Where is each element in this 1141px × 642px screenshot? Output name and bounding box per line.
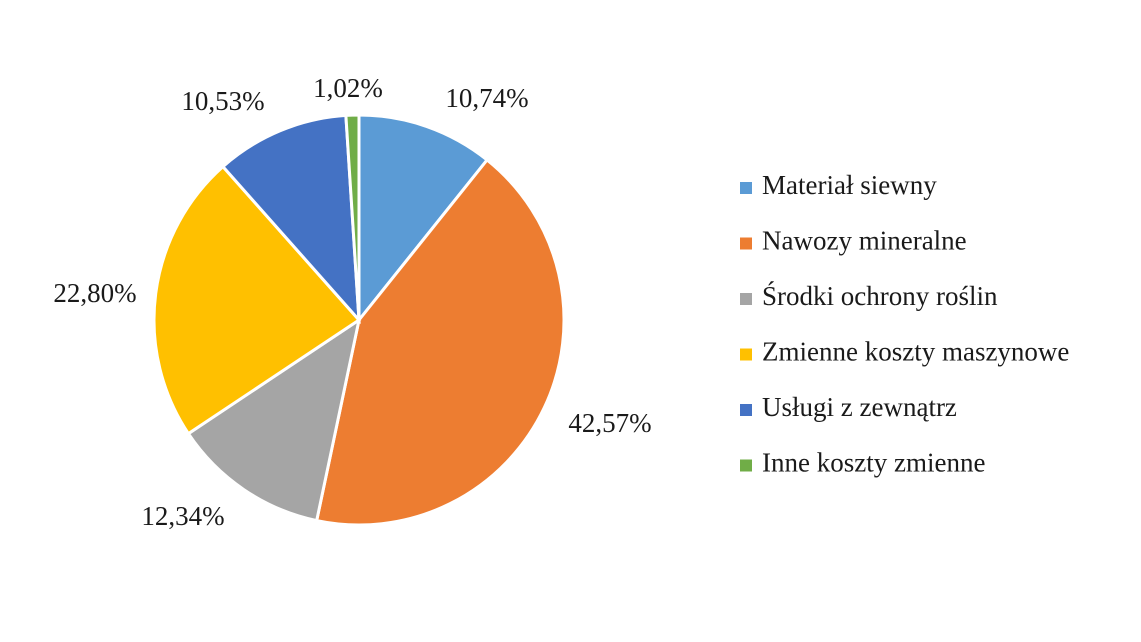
pie-slice-3: [186, 316, 362, 523]
data-label-4: 22,80%: [53, 278, 136, 308]
legend-swatch-5: [740, 404, 752, 416]
legend-swatch-2: [740, 237, 752, 250]
legend-label-6: Inne koszty zmienne: [762, 448, 985, 478]
pie-slice-1: [357, 113, 490, 325]
data-label-2: 42,57%: [568, 408, 651, 438]
legend-swatch-4: [740, 348, 752, 361]
pie-slices: [152, 113, 566, 527]
data-label-5: 10,53%: [181, 86, 264, 116]
data-labels: 10,74% 42,57% 12,34% 22,80% 10,53% 1,02%: [53, 73, 651, 531]
legend-swatch-3: [740, 293, 752, 305]
pie-slice-2: [314, 157, 566, 527]
legend-swatch-1: [740, 182, 752, 194]
pie-slice-6: [344, 113, 361, 321]
legend-label-4: Zmienne koszty maszynowe: [762, 337, 1069, 367]
legend-label-3: Środki ochrony roślin: [762, 281, 998, 311]
data-label-1: 10,74%: [445, 83, 528, 113]
data-label-6: 1,02%: [313, 73, 383, 103]
legend-label-2: Nawozy mineralne: [762, 226, 967, 256]
data-label-3: 12,34%: [141, 501, 224, 531]
legend-label-1: Materiał siewny: [762, 170, 937, 200]
legend-label-5: Usługi z zewnątrz: [762, 392, 957, 422]
pie-slice-4: [152, 164, 362, 436]
legend-swatch-6: [740, 459, 752, 472]
legend: Materiał siewny Nawozy mineralne Środki oc…: [740, 170, 1069, 478]
pie-slice-5: [220, 113, 361, 325]
